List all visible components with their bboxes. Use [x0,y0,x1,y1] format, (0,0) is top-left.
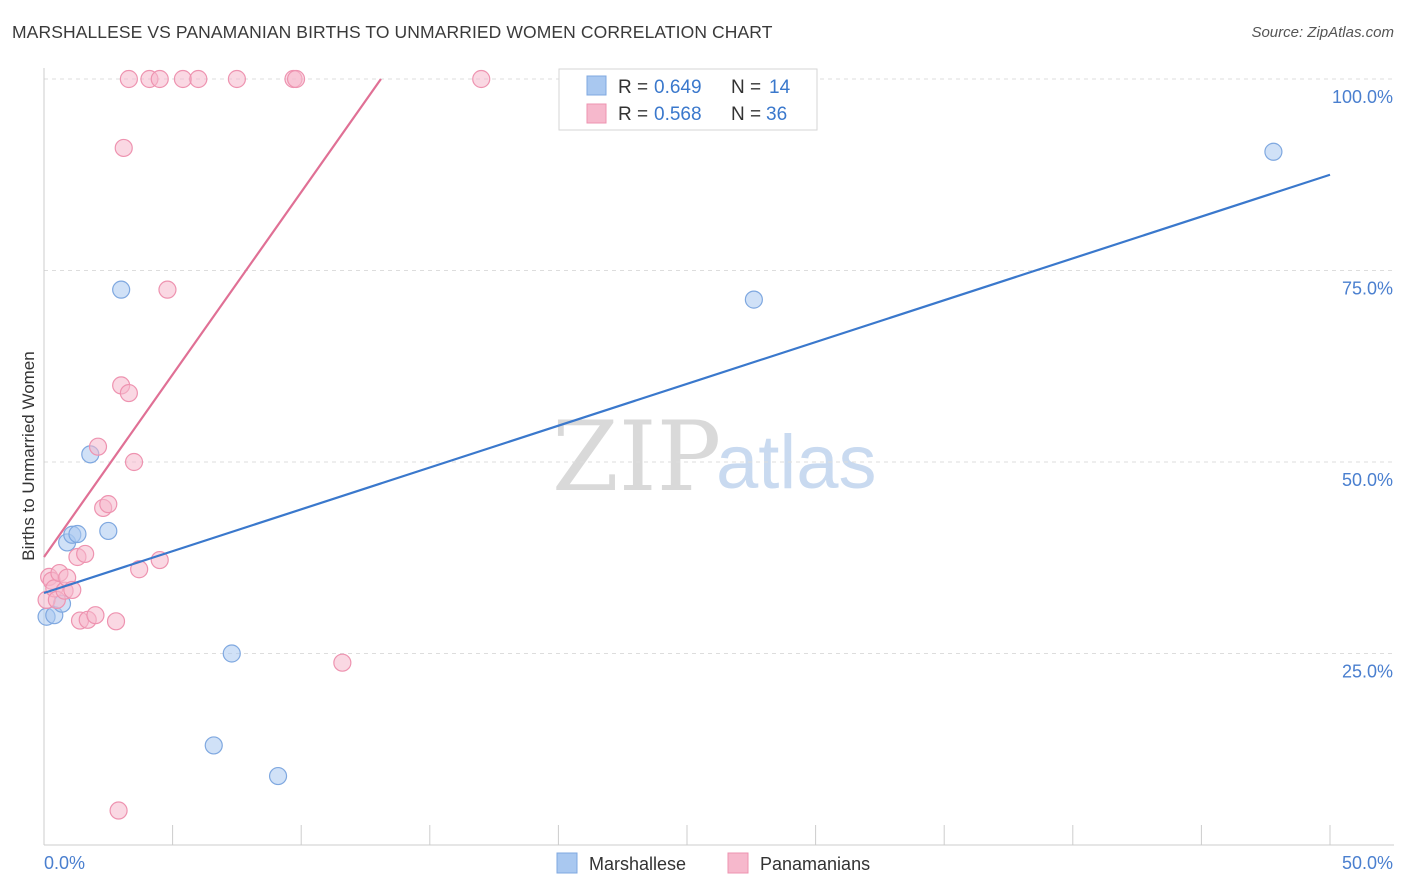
series-label-marshallese: Marshallese [589,854,686,874]
point-panamanians-29 [173,69,192,89]
correlation-legend: R = 0.649 N = 14 R = 0.568 N = 36 [558,68,818,131]
legend-r-value-1: 0.649 [654,77,702,98]
point-panamanians-13 [86,606,105,625]
source-credit: Source: ZipAtlas.com [1251,24,1394,41]
y-tick-label-25: 25.0% [1342,662,1393,682]
point-panamanians-23 [124,452,144,472]
point-panamanians-17 [106,612,126,631]
axis-layer [43,68,1394,846]
legend-n-value-2: 36 [766,104,787,125]
trend-layer [43,78,1331,595]
point-panamanians-27 [150,69,169,89]
point-marshallese-5 [68,524,87,544]
series-legend: Marshallese Panamanians [556,852,870,874]
series-swatch-marshallese [556,852,578,874]
point-panamanians-28 [158,280,177,299]
point-marshallese-13 [1264,142,1283,161]
point-panamanians-20 [114,138,133,158]
point-panamanians-18 [109,801,128,820]
points-layer [37,69,1283,820]
grid-layer [44,78,1394,654]
trend-line-panamanians [43,78,382,558]
point-marshallese-10 [222,644,241,663]
point-panamanians-21 [119,383,138,403]
x-tick-label-max: 50.0% [1342,853,1393,873]
series-label-panamanians: Panamanians [760,854,870,874]
point-panamanians-14 [88,437,108,456]
point-panamanians-34 [333,653,352,672]
point-panamanians-31 [227,69,246,89]
watermark-zip: ZIP [552,401,721,513]
point-panamanians-22 [119,69,138,89]
y-axis-label: Births to Unmarried Women [19,351,38,560]
legend-n-value-1: 14 [769,77,791,98]
chart-title: MARSHALLESE VS PANAMANIAN BIRTHS TO UNMA… [12,22,773,42]
point-marshallese-7 [99,521,118,541]
point-marshallese-12 [744,290,763,309]
series-swatch-panamanians [727,852,749,874]
trend-line-marshallese [43,173,1331,595]
y-tick-label-100: 100.0% [1332,87,1393,107]
legend-swatch-marshallese [586,75,607,96]
y-tick-labels: 25.0% 50.0% 75.0% 100.0% [1332,87,1393,682]
legend-swatch-panamanians [586,103,607,124]
legend-r-value-2: 0.568 [654,104,702,125]
point-panamanians-16 [99,495,118,514]
x-tick-label-min: 0.0% [44,853,85,873]
legend-n-label-1: N = [731,77,761,98]
y-tick-label-75: 75.0% [1342,279,1393,299]
point-panamanians-35 [472,69,491,89]
point-marshallese-11 [268,766,288,786]
point-marshallese-8 [112,280,131,299]
legend-r-label-1: R = [618,77,648,98]
x-tick-marks [172,825,1331,845]
point-panamanians-33 [286,69,306,89]
point-marshallese-9 [204,736,223,755]
point-panamanians-24 [130,560,149,579]
y-tick-label-50: 50.0% [1342,470,1393,490]
point-panamanians-30 [189,69,208,89]
legend-r-label-2: R = [618,104,648,125]
legend-n-label-2: N = [731,104,761,125]
point-panamanians-11 [76,544,95,564]
